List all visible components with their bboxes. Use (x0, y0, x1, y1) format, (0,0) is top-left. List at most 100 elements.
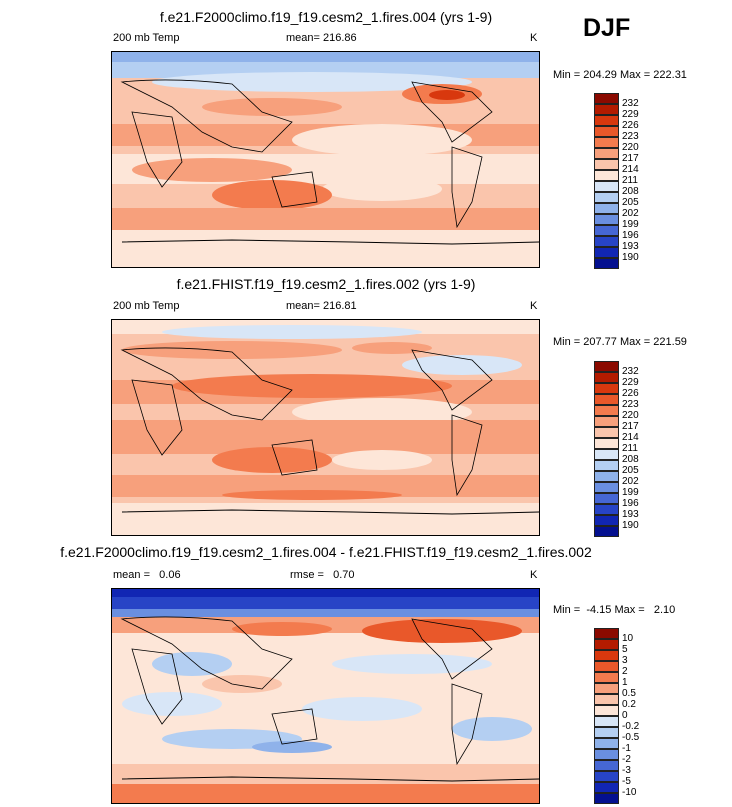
colorbar-label: 214 (622, 164, 639, 175)
colorbar-box (594, 727, 619, 738)
colorbar-box (594, 361, 619, 372)
colorbar-box (594, 639, 619, 650)
colorbar-label: 199 (622, 487, 639, 498)
minmax-label: Min = 204.29 Max = 222.31 (553, 69, 687, 81)
colorbar-box (594, 427, 619, 438)
colorbar-box (594, 394, 619, 405)
colorbar-label: 205 (622, 197, 639, 208)
colorbar-box (594, 449, 619, 460)
colorbar-label: 3 (622, 655, 628, 666)
colorbar-box (594, 760, 619, 771)
colorbar-box (594, 148, 619, 159)
colorbar-label: -1 (622, 743, 631, 754)
colorbar-label: 205 (622, 465, 639, 476)
panel-title: f.e21.F2000climo.f19_f19.cesm2_1.fires.0… (159, 9, 493, 25)
colorbar-box (594, 705, 619, 716)
colorbar-box (594, 405, 619, 416)
colorbar-box (594, 628, 619, 639)
colorbar-label: 0.5 (622, 688, 636, 699)
temperature-field (112, 320, 539, 535)
units-label: K (530, 569, 538, 581)
colorbar-label: 223 (622, 399, 639, 410)
colorbar-label: 220 (622, 410, 639, 421)
colorbar-box (594, 771, 619, 782)
colorbar-label: 232 (622, 366, 639, 377)
colorbar-box (594, 203, 619, 214)
colorbar-label: -0.5 (622, 732, 640, 743)
mean-label: mean= 216.86 (286, 32, 357, 44)
temperature-field (112, 52, 539, 267)
colorbar-label: 5 (622, 644, 628, 655)
colorbar-box (594, 93, 619, 104)
colorbar-box (594, 192, 619, 203)
panel-difference: f.e21.F2000climo.f19_f19.cesm2_1.fires.0… (0, 540, 732, 807)
colorbar-box (594, 716, 619, 727)
mean-label: mean= 216.81 (286, 300, 357, 312)
colorbar-box (594, 526, 619, 537)
colorbar-label: 211 (622, 443, 638, 454)
colorbar-box (594, 104, 619, 115)
map-plot (111, 588, 540, 804)
season-label: DJF (583, 14, 631, 42)
colorbar-label: 196 (622, 498, 639, 509)
colorbar-box (594, 383, 619, 394)
colorbar-label: 193 (622, 241, 639, 252)
colorbar-label: 193 (622, 509, 639, 520)
rmse-label: rmse = 0.70 (290, 569, 355, 581)
colorbar-label: 229 (622, 109, 639, 120)
colorbar-box (594, 482, 619, 493)
colorbar-label: 208 (622, 454, 639, 465)
colorbar-box (594, 738, 619, 749)
colorbar-label: 211 (622, 175, 638, 186)
colorbar-box (594, 170, 619, 181)
colorbar-label: 220 (622, 142, 639, 153)
colorbar-box (594, 137, 619, 148)
colorbar-label: -10 (622, 787, 637, 798)
colorbar-box (594, 236, 619, 247)
colorbar-box (594, 214, 619, 225)
colorbar-box (594, 115, 619, 126)
map-plot (111, 51, 540, 268)
minmax-label: Min = -4.15 Max = 2.10 (553, 604, 676, 616)
colorbar-box (594, 372, 619, 383)
colorbar-label: 217 (622, 421, 639, 432)
colorbar-box (594, 782, 619, 793)
panel-control: f.e21.F2000climo.f19_f19.cesm2_1.fires.0… (0, 0, 732, 270)
colorbar-label: 196 (622, 230, 639, 241)
colorbar-box (594, 672, 619, 683)
colorbar-label: 226 (622, 120, 639, 131)
colorbar-box (594, 650, 619, 661)
colorbar-box (594, 460, 619, 471)
colorbar-label: 190 (622, 252, 639, 263)
colorbar-box (594, 416, 619, 427)
colorbar-label: 214 (622, 432, 639, 443)
colorbar-label: 190 (622, 520, 639, 531)
colorbar-label: 0 (622, 710, 628, 721)
colorbar-box (594, 749, 619, 760)
colorbar-label: 208 (622, 186, 639, 197)
colorbar-box (594, 504, 619, 515)
colorbar-box (594, 247, 619, 258)
units-label: K (530, 300, 538, 312)
colorbar-label: 229 (622, 377, 639, 388)
panel-title: f.e21.F2000climo.f19_f19.cesm2_1.fires.0… (60, 544, 592, 560)
colorbar-label: -5 (622, 776, 631, 787)
colorbar-label: -3 (622, 765, 631, 776)
colorbar-label: 202 (622, 208, 639, 219)
colorbar-box (594, 683, 619, 694)
colorbar-box (594, 661, 619, 672)
colorbar-label: 199 (622, 219, 639, 230)
colorbar-box (594, 159, 619, 170)
colorbar-label: 217 (622, 153, 639, 164)
mean-label: mean = 0.06 (113, 569, 181, 581)
colorbar-label: 232 (622, 98, 639, 109)
difference-field (112, 589, 539, 803)
variable-label: 200 mb Temp (113, 300, 180, 312)
units-label: K (530, 32, 538, 44)
colorbar-box (594, 471, 619, 482)
colorbar-label: -0.2 (622, 721, 640, 732)
colorbar-box (594, 126, 619, 137)
variable-label: 200 mb Temp (113, 32, 180, 44)
colorbar-label: 202 (622, 476, 639, 487)
colorbar-box (594, 515, 619, 526)
